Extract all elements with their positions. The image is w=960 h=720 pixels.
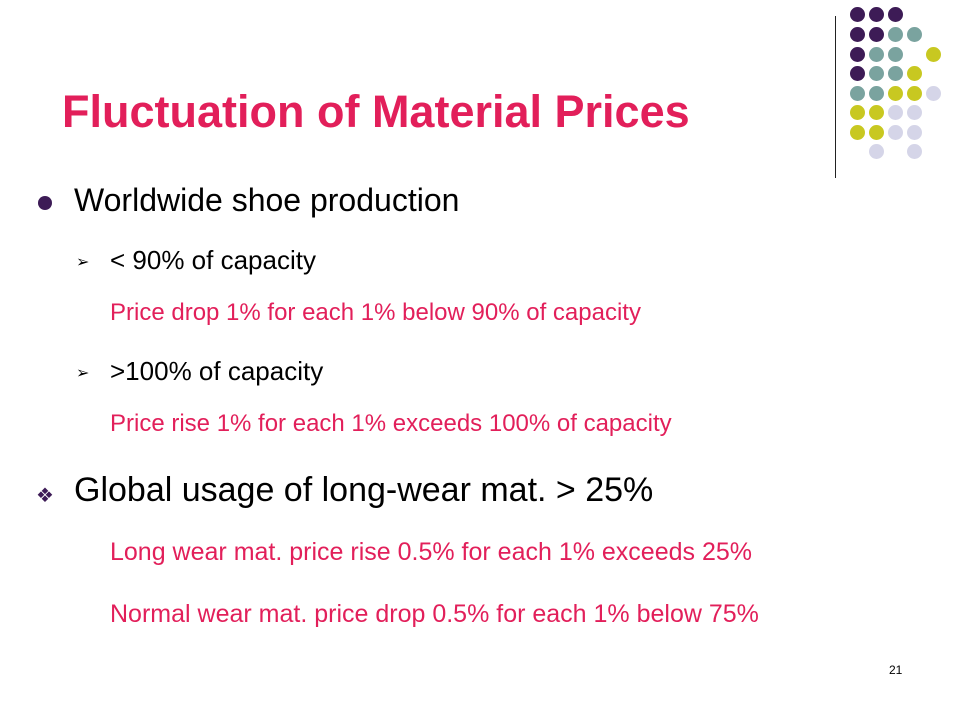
diamond-bullet-icon: ❖ — [36, 485, 54, 507]
decorative-dot — [850, 7, 865, 22]
sub-bullet-below-capacity: < 90% of capacity — [110, 245, 316, 275]
decorative-dot — [850, 47, 865, 62]
decorative-dot — [869, 144, 884, 159]
bullet-worldwide-production: Worldwide shoe production — [74, 182, 460, 218]
decorative-dot — [907, 105, 922, 120]
decorative-dot — [907, 86, 922, 101]
decorative-dot — [926, 86, 941, 101]
arrow-bullet-icon: ➢ — [76, 254, 90, 271]
decorative-dot — [869, 86, 884, 101]
note-long-wear-rise: Long wear mat. price rise 0.5% for each … — [110, 538, 753, 566]
decorative-dot — [888, 7, 903, 22]
decorative-dot — [850, 125, 865, 140]
decorative-dot — [907, 144, 922, 159]
decorative-dot — [869, 27, 884, 42]
decorative-dot — [869, 7, 884, 22]
decorative-dot — [869, 47, 884, 62]
page-number: 21 — [889, 663, 903, 677]
bullet-global-usage: Global usage of long-wear mat. > 25% — [74, 471, 654, 509]
decorative-dot — [869, 105, 884, 120]
decorative-dot — [888, 66, 903, 81]
decorative-dot — [869, 125, 884, 140]
decorative-dot — [888, 27, 903, 42]
decorative-dot — [888, 47, 903, 62]
vertical-divider — [835, 16, 836, 178]
arrow-bullet-icon: ➢ — [76, 365, 90, 382]
decorative-dot — [888, 86, 903, 101]
decorative-dot — [907, 66, 922, 81]
decorative-dot — [869, 66, 884, 81]
round-bullet-icon — [38, 196, 52, 210]
decorative-dot — [850, 66, 865, 81]
note-normal-wear-drop: Normal wear mat. price drop 0.5% for eac… — [110, 600, 759, 628]
decorative-dot — [850, 105, 865, 120]
decorative-dot — [907, 27, 922, 42]
decorative-dot — [907, 125, 922, 140]
decorative-dot — [888, 105, 903, 120]
decorative-dot — [850, 27, 865, 42]
sub-bullet-over-capacity: >100% of capacity — [110, 356, 324, 386]
note-price-drop: Price drop 1% for each 1% below 90% of c… — [110, 299, 641, 326]
slide-title: Fluctuation of Material Prices — [62, 86, 690, 137]
decorative-dot — [888, 125, 903, 140]
decorative-dot — [926, 47, 941, 62]
note-price-rise: Price rise 1% for each 1% exceeds 100% o… — [110, 410, 672, 437]
decorative-dot — [850, 86, 865, 101]
